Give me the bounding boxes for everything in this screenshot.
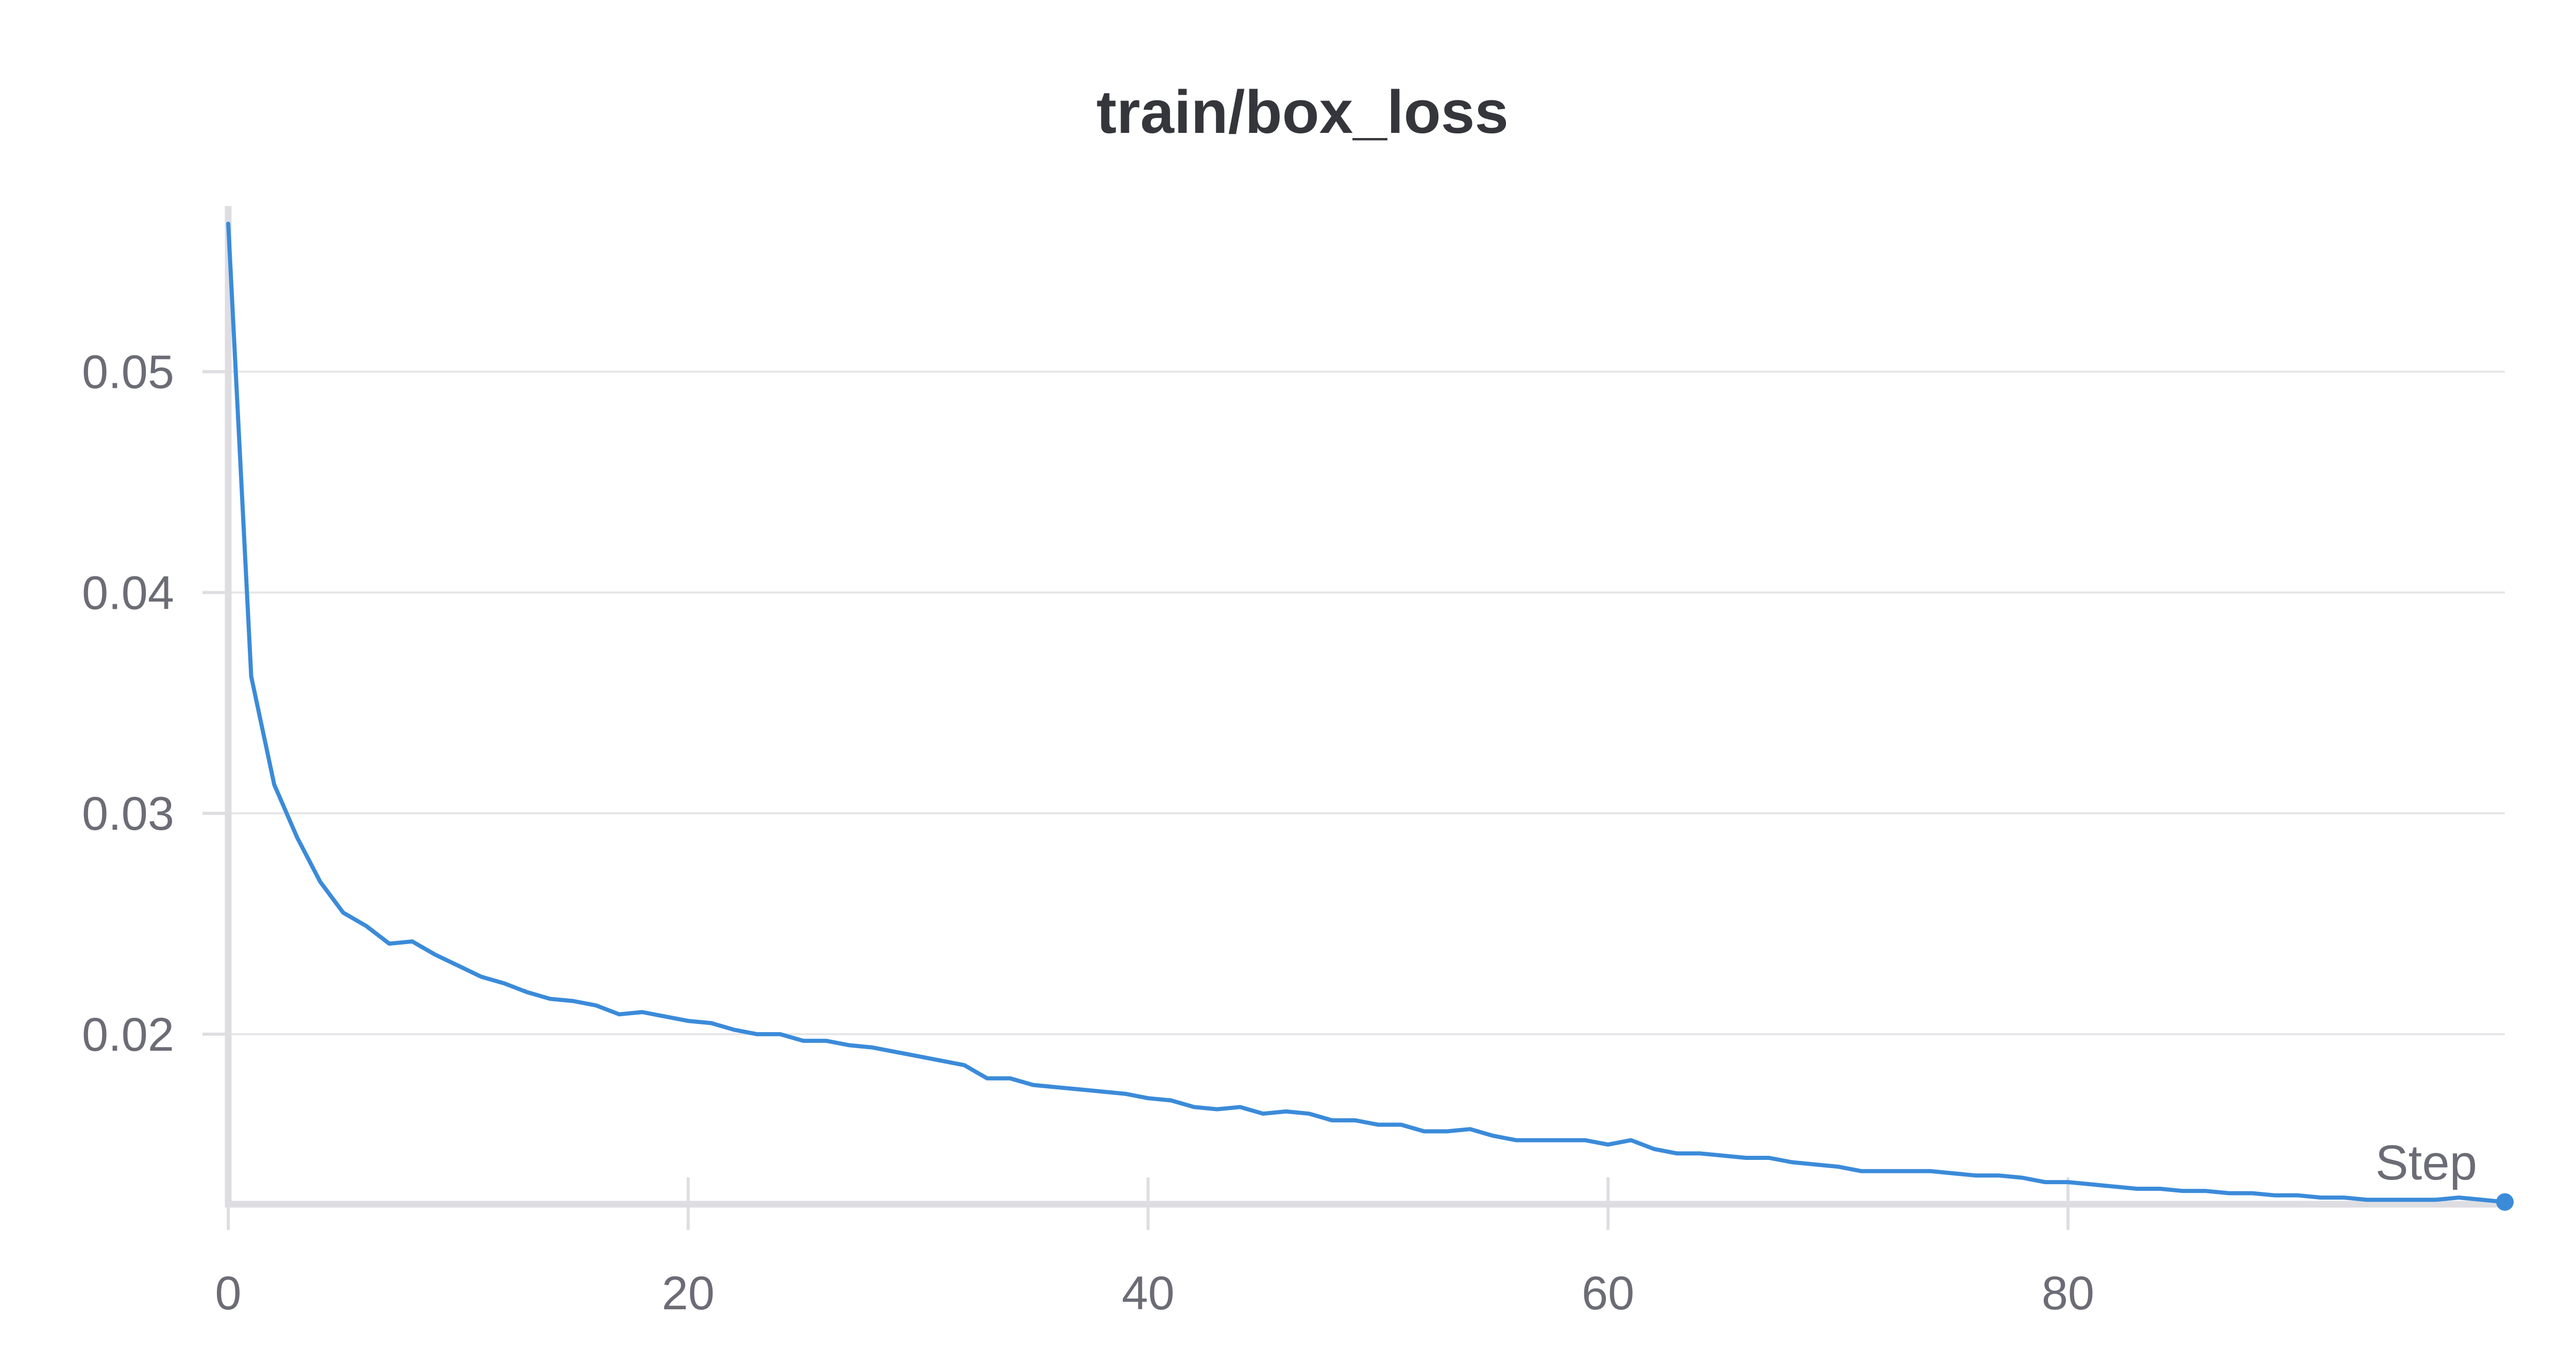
y-tick-label: 0.03 (82, 788, 174, 840)
chart-title: train/box_loss (1096, 78, 1509, 146)
x-tick-label: 20 (662, 1267, 715, 1320)
series-layer (226, 221, 2514, 1211)
axis-layer (202, 206, 2505, 1230)
x-tick-label: 80 (2042, 1267, 2094, 1320)
y-tick-labels: 0.02 0.03 0.04 0.05 (82, 346, 174, 1061)
x-tick-label: 60 (1582, 1267, 1634, 1320)
grid-layer (228, 370, 2505, 1035)
x-axis-title: Step (2376, 1135, 2477, 1190)
x-tick-labels: 0 20 40 60 80 (215, 1267, 2094, 1320)
series-end-point (2496, 1193, 2514, 1211)
x-tick-label: 40 (1122, 1267, 1174, 1320)
y-tick-label: 0.05 (82, 346, 174, 399)
series-line (226, 221, 2507, 1204)
y-tick-label: 0.04 (82, 567, 174, 619)
y-tick-label: 0.02 (82, 1008, 174, 1061)
x-tick-label: 0 (215, 1267, 241, 1320)
